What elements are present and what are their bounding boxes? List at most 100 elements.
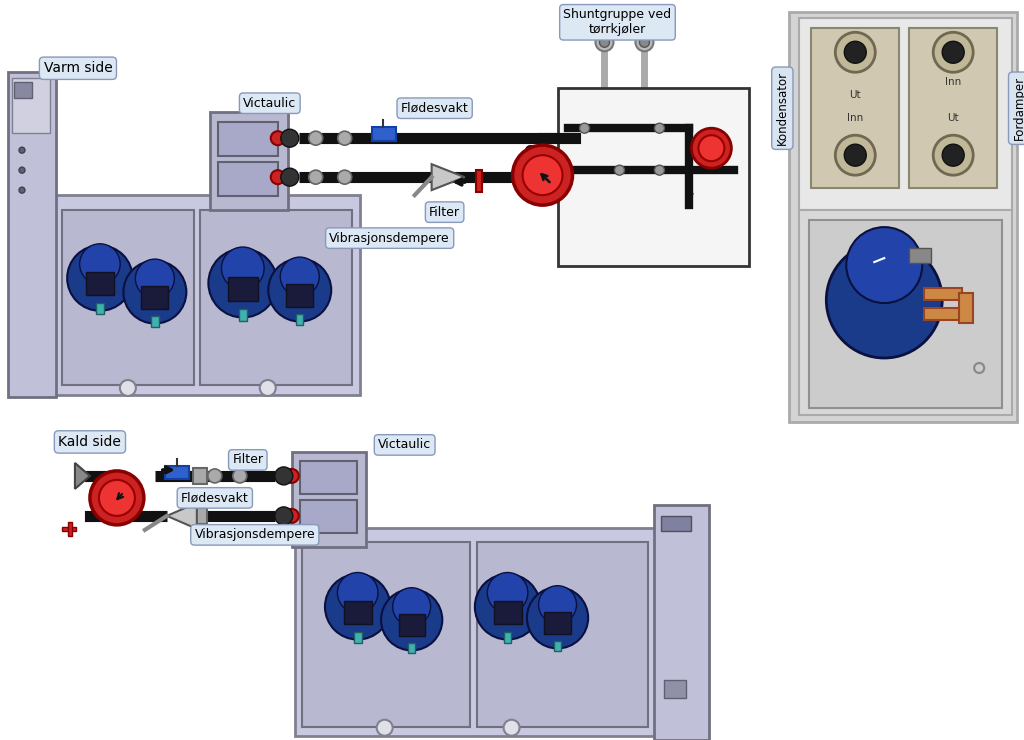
Bar (545, 612, 570, 634)
Bar (372, 127, 395, 141)
Circle shape (90, 471, 144, 525)
Bar (292, 452, 366, 547)
Text: Kald side: Kald side (58, 435, 122, 449)
Circle shape (636, 33, 653, 51)
Polygon shape (167, 503, 197, 529)
Circle shape (270, 170, 285, 184)
Bar (790, 13, 1017, 422)
Bar (662, 516, 691, 531)
Circle shape (392, 588, 431, 625)
Text: Filter: Filter (232, 454, 263, 466)
Circle shape (338, 573, 378, 613)
Text: Varm side: Varm side (44, 61, 113, 75)
Circle shape (698, 135, 724, 161)
Bar (193, 468, 207, 484)
Bar (55, 195, 359, 395)
Bar (554, 641, 561, 651)
Bar (152, 316, 159, 326)
Circle shape (309, 170, 323, 184)
Circle shape (68, 246, 133, 311)
Bar (665, 680, 686, 698)
Circle shape (80, 243, 120, 284)
Bar (494, 601, 521, 624)
Bar (398, 614, 425, 636)
Bar (295, 528, 659, 736)
Circle shape (99, 480, 135, 516)
Circle shape (933, 135, 973, 175)
Bar (909, 28, 997, 188)
Polygon shape (75, 463, 90, 489)
Bar (800, 18, 1012, 210)
Circle shape (221, 247, 264, 289)
Text: Filter: Filter (429, 206, 460, 218)
Bar (476, 542, 648, 727)
Circle shape (933, 33, 973, 73)
Text: Inn: Inn (847, 113, 863, 124)
Bar (218, 122, 278, 156)
Bar (210, 112, 288, 210)
Bar (909, 248, 931, 263)
Bar (200, 210, 351, 385)
Bar (14, 82, 32, 98)
Circle shape (527, 587, 588, 648)
Bar (354, 632, 361, 642)
Bar (61, 210, 194, 385)
Bar (557, 88, 750, 266)
Circle shape (942, 144, 965, 166)
Text: Flødesvakt: Flødesvakt (400, 101, 469, 115)
Bar (344, 601, 372, 624)
Bar (809, 220, 1002, 408)
Text: Vibrasjonsdempere: Vibrasjonsdempere (330, 232, 450, 245)
Polygon shape (432, 164, 465, 190)
Circle shape (309, 131, 323, 145)
Circle shape (639, 37, 649, 47)
Bar (218, 162, 278, 196)
Circle shape (281, 130, 299, 147)
Circle shape (135, 259, 174, 298)
Bar (300, 500, 356, 533)
Bar (165, 466, 188, 479)
Circle shape (846, 227, 923, 303)
Bar (12, 78, 50, 133)
Bar (408, 643, 416, 653)
Circle shape (513, 145, 572, 205)
Circle shape (120, 380, 136, 396)
Circle shape (522, 155, 562, 195)
Circle shape (274, 467, 293, 485)
Circle shape (274, 507, 293, 525)
Circle shape (475, 574, 541, 639)
Circle shape (599, 37, 609, 47)
Bar (96, 303, 103, 314)
Circle shape (19, 167, 25, 173)
Circle shape (281, 168, 299, 186)
Text: Flødesvakt: Flødesvakt (181, 491, 249, 505)
Circle shape (691, 128, 731, 168)
Bar (193, 508, 207, 524)
Bar (296, 314, 303, 325)
Text: Ut: Ut (947, 113, 959, 124)
Bar (300, 461, 356, 494)
Circle shape (19, 187, 25, 193)
Circle shape (19, 147, 25, 153)
Text: Vibrasjonsdempere: Vibrasjonsdempere (195, 528, 315, 542)
Circle shape (654, 123, 665, 133)
Circle shape (539, 585, 577, 624)
Text: Victaulic: Victaulic (378, 438, 431, 451)
Circle shape (845, 144, 866, 166)
Bar (239, 309, 247, 320)
Circle shape (942, 41, 965, 63)
Circle shape (826, 242, 942, 358)
Bar (811, 28, 899, 188)
Bar (925, 308, 963, 320)
Text: Inn: Inn (945, 77, 962, 87)
Circle shape (281, 257, 319, 296)
Bar (302, 542, 470, 727)
Circle shape (381, 589, 442, 650)
Text: Kondensator: Kondensator (776, 71, 788, 145)
Bar (61, 527, 76, 531)
Bar (68, 522, 72, 536)
Text: Fordamper: Fordamper (1013, 76, 1024, 141)
Text: Ut: Ut (850, 90, 861, 100)
Bar (475, 170, 481, 192)
Circle shape (596, 33, 613, 51)
